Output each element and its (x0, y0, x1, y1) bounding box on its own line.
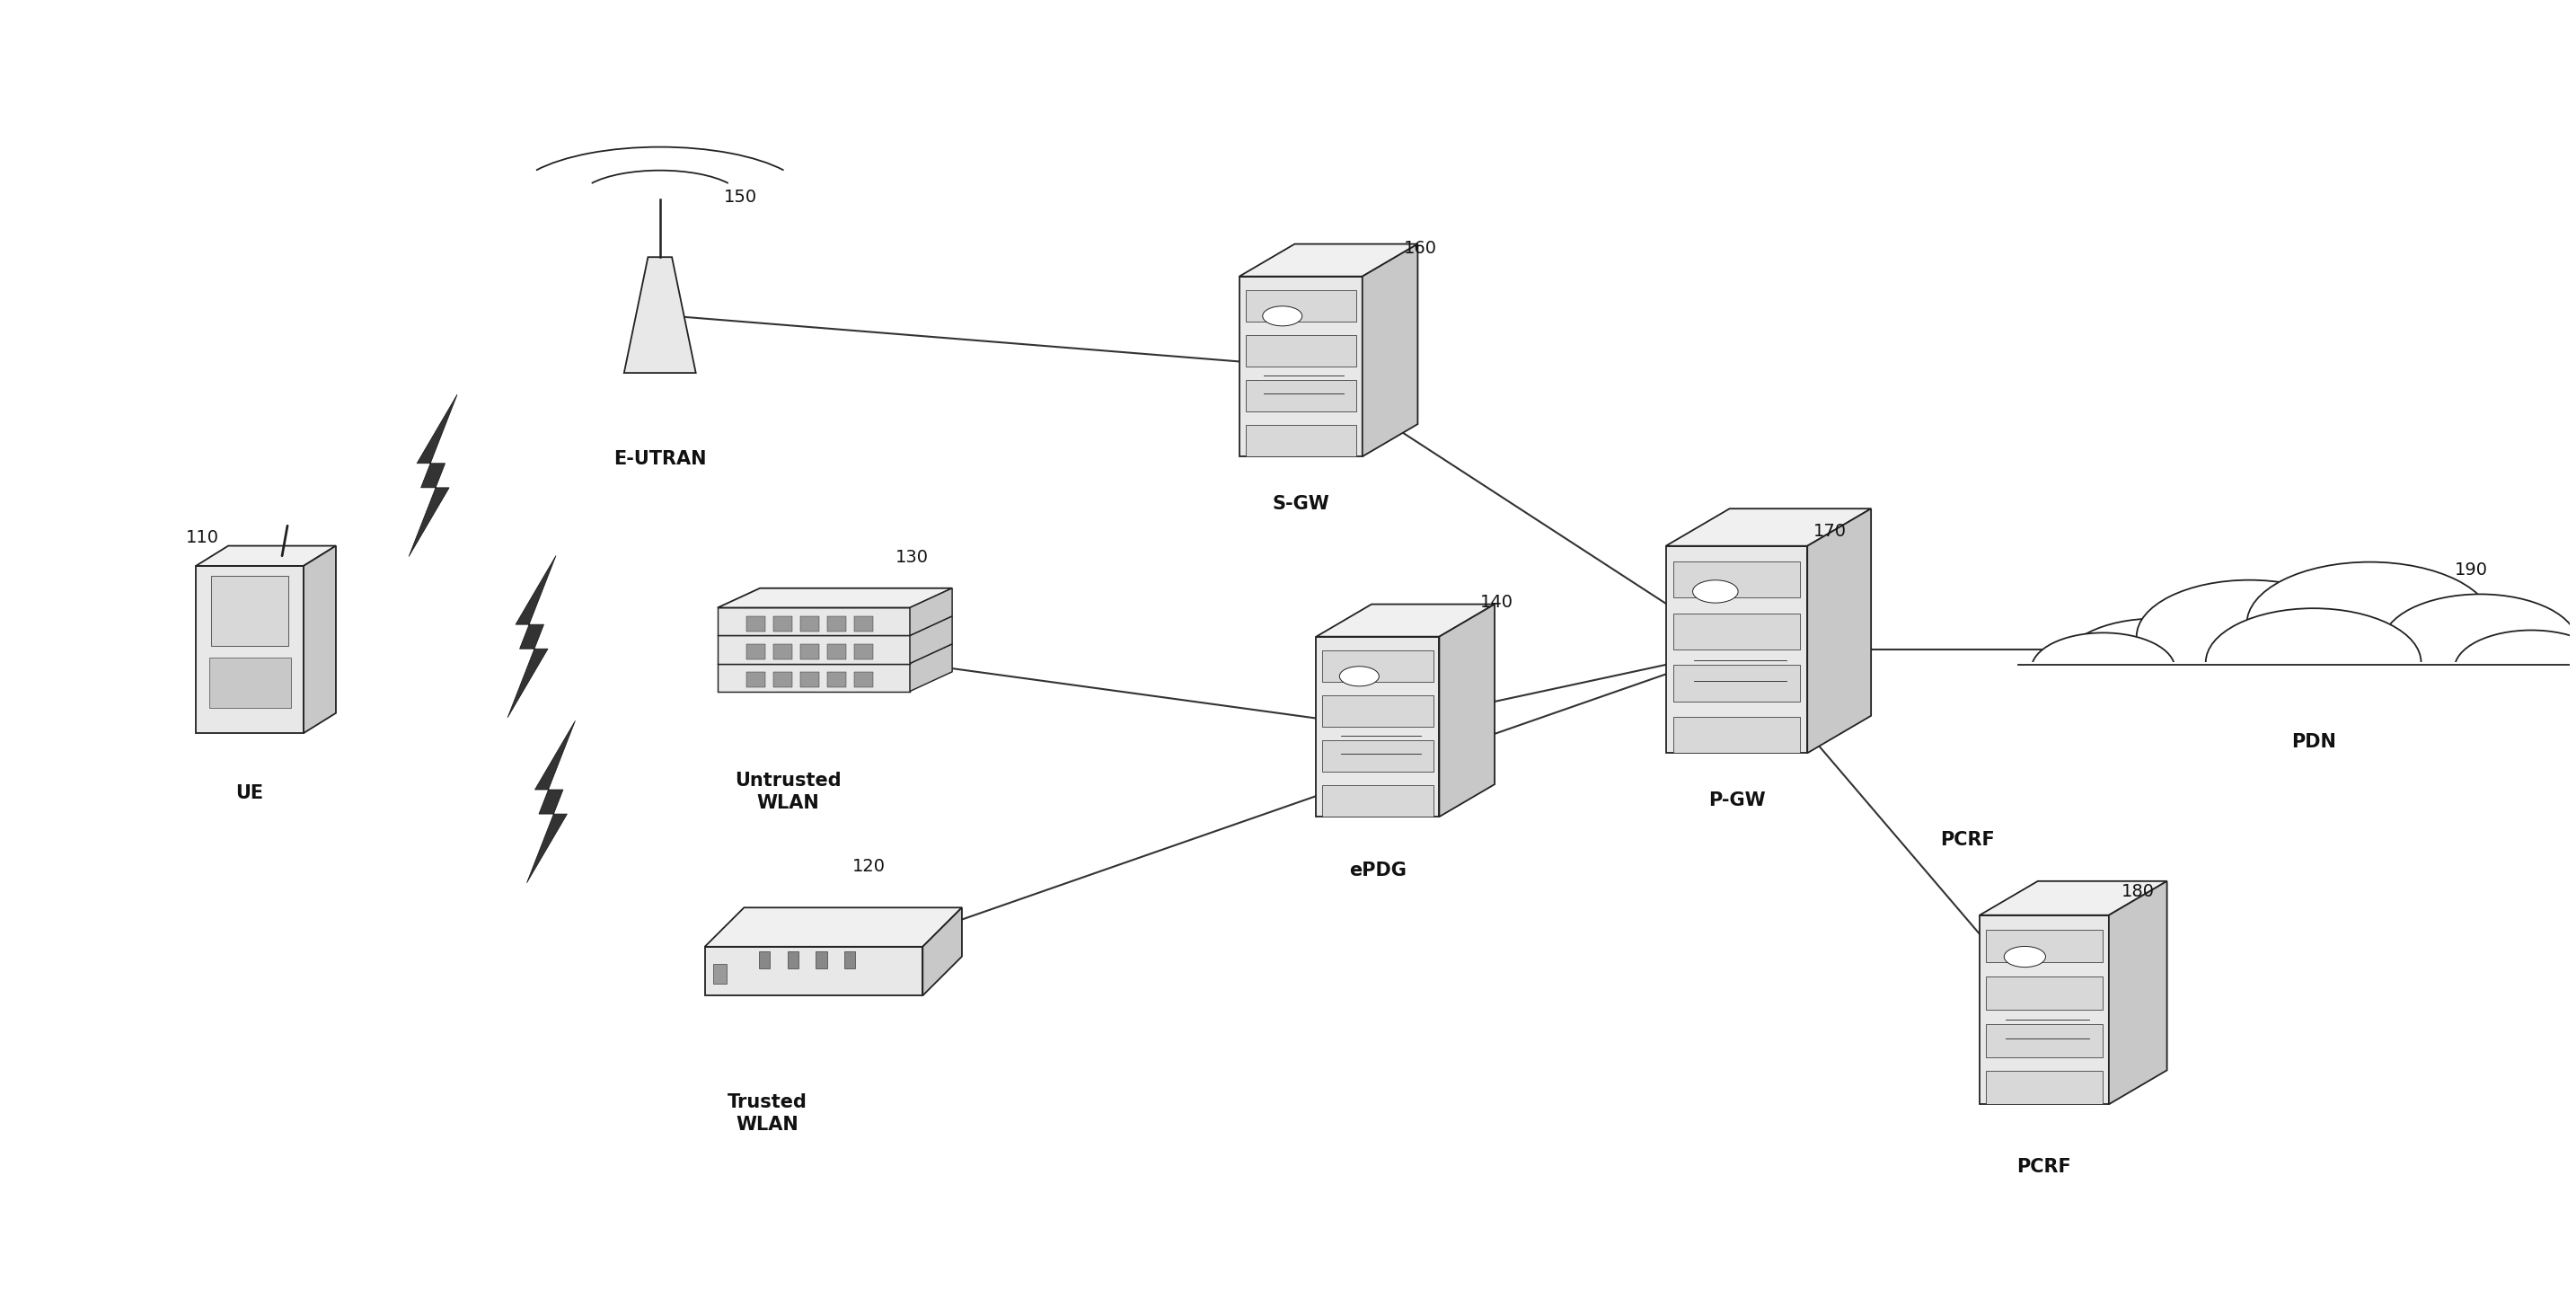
Bar (760, 952, 770, 969)
Polygon shape (719, 608, 909, 635)
Circle shape (2205, 608, 2421, 717)
Circle shape (2004, 947, 2045, 968)
Polygon shape (706, 947, 922, 995)
Polygon shape (1672, 561, 1801, 598)
Text: 160: 160 (1404, 240, 1437, 257)
Text: ePDG: ePDG (1350, 861, 1406, 879)
Bar (855, 644, 873, 660)
Circle shape (1692, 581, 1739, 603)
Text: 190: 190 (2455, 561, 2488, 579)
Polygon shape (1316, 604, 1494, 637)
Polygon shape (1672, 717, 1801, 753)
Bar (801, 644, 819, 660)
Text: 120: 120 (853, 857, 886, 874)
Bar (2020, 662, 2576, 720)
Text: UE: UE (237, 785, 263, 803)
Bar (855, 616, 873, 631)
Polygon shape (209, 657, 291, 708)
Bar (827, 616, 848, 631)
Polygon shape (1244, 425, 1355, 456)
Bar (747, 644, 765, 660)
Polygon shape (922, 908, 961, 995)
Circle shape (2063, 618, 2246, 712)
Text: 180: 180 (2120, 883, 2154, 900)
Polygon shape (1440, 604, 1494, 817)
Polygon shape (719, 588, 953, 608)
Circle shape (2136, 581, 2362, 694)
Text: PDN: PDN (2290, 733, 2336, 751)
Bar (801, 616, 819, 631)
Polygon shape (1672, 613, 1801, 650)
Polygon shape (196, 566, 304, 733)
Bar (827, 644, 848, 660)
Bar (845, 952, 855, 969)
Text: P-GW: P-GW (1708, 791, 1765, 809)
Text: 110: 110 (185, 530, 219, 547)
Polygon shape (1978, 916, 2110, 1104)
Bar (773, 616, 793, 631)
Polygon shape (719, 664, 909, 691)
Polygon shape (1986, 1072, 2102, 1104)
Bar (827, 672, 848, 687)
Bar (801, 672, 819, 687)
Text: Trusted
WLAN: Trusted WLAN (726, 1094, 806, 1134)
Polygon shape (1986, 977, 2102, 1009)
Polygon shape (526, 721, 574, 883)
Circle shape (2455, 630, 2576, 708)
Bar (817, 952, 827, 969)
Text: PCRF: PCRF (2017, 1157, 2071, 1176)
Bar (773, 644, 793, 660)
Polygon shape (909, 644, 953, 691)
Polygon shape (196, 546, 335, 566)
Polygon shape (1239, 244, 1417, 277)
Polygon shape (1986, 929, 2102, 963)
Polygon shape (1667, 509, 1870, 546)
Text: PCRF: PCRF (1940, 831, 1994, 850)
Polygon shape (623, 257, 696, 373)
Bar (714, 964, 726, 983)
Polygon shape (1244, 290, 1355, 321)
Text: 170: 170 (1814, 523, 1847, 540)
Polygon shape (2110, 881, 2166, 1104)
Circle shape (1262, 307, 1301, 326)
Text: S-GW: S-GW (1273, 495, 1329, 513)
Bar (747, 616, 765, 631)
Polygon shape (1363, 244, 1417, 456)
Polygon shape (410, 395, 459, 556)
Polygon shape (706, 908, 961, 947)
Bar (747, 672, 765, 687)
Polygon shape (1321, 785, 1432, 817)
Polygon shape (1667, 546, 1808, 753)
Circle shape (1340, 666, 1378, 686)
Polygon shape (909, 588, 953, 635)
Polygon shape (1244, 381, 1355, 412)
Text: 130: 130 (896, 548, 930, 566)
Text: E-UTRAN: E-UTRAN (613, 449, 706, 468)
Polygon shape (1321, 650, 1432, 682)
Polygon shape (304, 546, 335, 733)
Polygon shape (1239, 277, 1363, 456)
Polygon shape (1672, 665, 1801, 701)
Polygon shape (1244, 335, 1355, 366)
Polygon shape (1978, 881, 2166, 916)
Circle shape (2032, 633, 2174, 705)
Polygon shape (1808, 509, 1870, 753)
Text: 140: 140 (1481, 594, 1515, 611)
Polygon shape (909, 616, 953, 664)
Text: Untrusted
WLAN: Untrusted WLAN (734, 772, 842, 812)
Polygon shape (211, 575, 289, 646)
Polygon shape (1986, 1024, 2102, 1057)
Polygon shape (1321, 695, 1432, 726)
Polygon shape (1316, 637, 1440, 817)
Polygon shape (1321, 740, 1432, 772)
Polygon shape (507, 556, 556, 717)
Bar (788, 952, 799, 969)
Text: 150: 150 (724, 188, 757, 205)
Circle shape (2246, 562, 2494, 686)
Circle shape (2383, 594, 2576, 692)
Polygon shape (719, 635, 909, 664)
Bar (773, 672, 793, 687)
Bar (855, 672, 873, 687)
